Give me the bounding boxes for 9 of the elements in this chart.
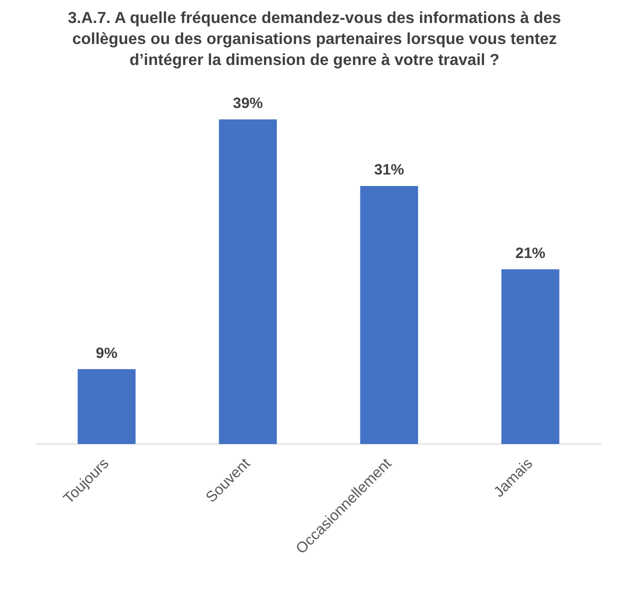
data-label: 31% [374, 162, 404, 179]
chart-title: 3.A.7. A quelle fréquence demandez-vous des informations à des collègues ou des organisations partenaires lorsque vous tentez d’intégrer la dimension de genre à votre travail ? [66, 9, 562, 71]
data-label: 9% [96, 344, 118, 362]
bar [360, 186, 418, 444]
data-label: 39% [232, 94, 263, 112]
data-label: 21% [515, 244, 546, 262]
bar [78, 369, 136, 444]
bar [218, 119, 277, 444]
bar [501, 269, 560, 444]
